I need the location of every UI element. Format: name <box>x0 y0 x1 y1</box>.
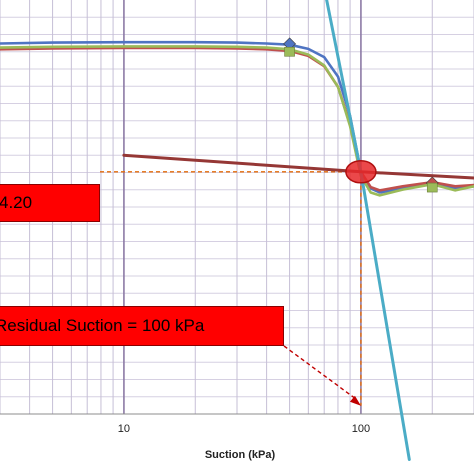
square-marker <box>426 182 438 193</box>
residual-suction-annotation: Residual Suction = 100 kPa <box>0 306 284 346</box>
x-tick-label: 10 <box>118 423 130 435</box>
annotation-arrow-line <box>283 345 358 401</box>
series-line-4 <box>122 153 474 180</box>
annotation-arrow-head <box>349 395 361 406</box>
square-marker <box>284 46 295 57</box>
guide-lines <box>100 171 362 406</box>
x-axis-label: Suction (kPa) <box>205 449 276 461</box>
intersection-marker <box>345 160 377 184</box>
x-tick-label: 100 <box>352 423 370 435</box>
x-tick-labels: 10 100 <box>118 423 370 435</box>
series-markers <box>283 37 439 193</box>
series-line-2 <box>0 45 474 197</box>
slope-value-annotation: 4.20 <box>0 184 100 222</box>
